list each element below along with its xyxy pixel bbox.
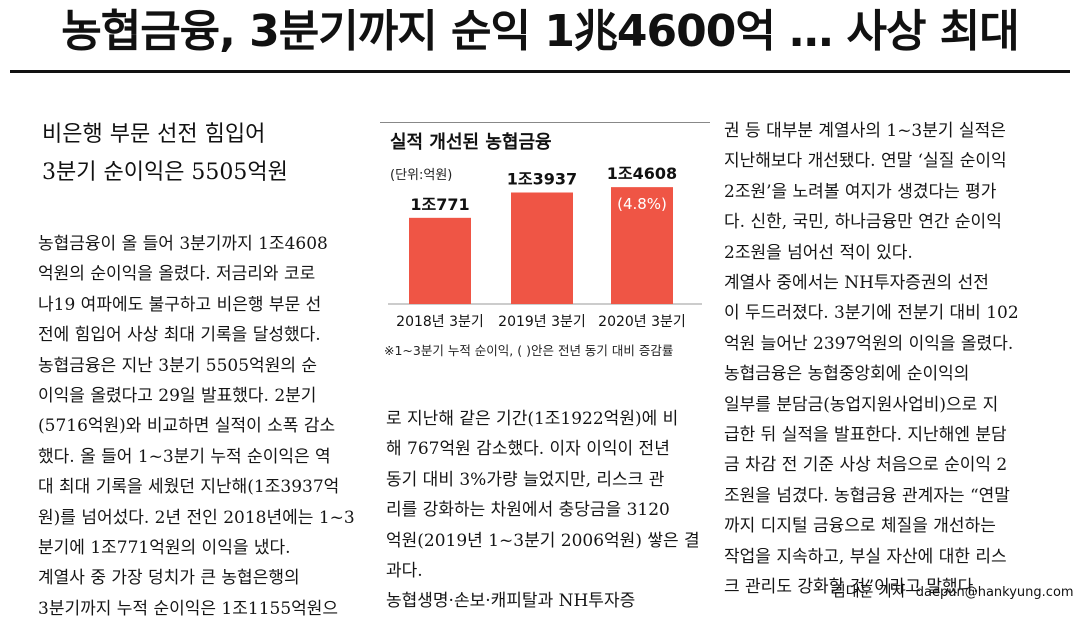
article-line: 농협금융이 올 들어 3분기까지 1조4608 xyxy=(38,234,328,254)
subheadline-line: 3분기 순이익은 5505억원 xyxy=(42,160,288,185)
chart-value-label: 1조4608 xyxy=(607,164,677,183)
article-line: 농협금융은 농협중앙회에 순이익의 xyxy=(724,364,970,385)
bar-chart: 실적 개선된 농협금융 (단위:억원) 1조771 2018년 3분기 1조3937… xyxy=(380,122,710,362)
article-line: 조원을 넘겼다. 농협금융 관계자는 “연말 xyxy=(724,485,1010,506)
article-line: 로 지난해 같은 기간(1조1922억원)에 비 xyxy=(386,409,679,429)
headline: 농협금융, 3분기까지 순익 1兆4600억 … 사상 최대 xyxy=(61,6,1020,57)
article-line: 이익을 올렸다고 29일 발표했다. 2분기 xyxy=(38,386,317,407)
chart-annotation: (4.8%) xyxy=(617,195,667,213)
article-line: 과다. xyxy=(386,561,423,582)
reporter-email[interactable]: daepun@hankyung.com xyxy=(915,585,1074,600)
byline: 김대훈 기자 daepun@hankyung.com xyxy=(832,580,1074,601)
chart-value-label: 1조771 xyxy=(410,195,469,214)
article-line: 계열사 중에서는 NH투자증권의 선전 xyxy=(724,273,989,294)
chart-category-label: 2019년 3분기 xyxy=(498,314,586,330)
chart-bar xyxy=(611,187,673,304)
article-line: 이 두드러졌다. 3분기에 전분기 대비 102 xyxy=(724,303,1019,324)
article-line: 농협금융은 지난 3분기 5505억원의 순 xyxy=(38,355,318,376)
article-line: 크 관리도 강화할 것”이라고 말했다. xyxy=(724,577,979,598)
chart-value-label: 1조3937 xyxy=(507,170,577,189)
article-line: 까지 디지털 금융으로 체질을 개선하는 xyxy=(724,516,996,537)
article-line: 동기 대비 3%가량 늘었지만, 리스크 관 xyxy=(386,469,665,490)
article-line: 금 차감 전 기준 사상 처음으로 순이익 2 xyxy=(724,455,1008,476)
subheadline-line: 비은행 부문 선전 힘입어 xyxy=(42,122,266,147)
article-line: 급한 뒤 실적을 발표한다. 지난해엔 분담 xyxy=(724,425,1007,446)
article-line: (5716억원)와 비교하면 실적이 소폭 감소 xyxy=(38,416,336,437)
article-column-1: 농협금융이 올 들어 3분기까지 1조4608 억원의 순이익을 올렸다. 저금리… xyxy=(38,229,358,624)
article-line: 지난해보다 개선됐다. 연말 ‘실질 순이익 xyxy=(724,151,1007,172)
chart-top-border xyxy=(380,122,710,123)
article-line: 억원 늘어난 2397억원의 이익을 올렸다. xyxy=(724,333,1014,354)
chart-title: 실적 개선된 농협금융 xyxy=(390,132,552,153)
subheadline: 비은행 부문 선전 힘입어 3분기 순이익은 5505억원 xyxy=(42,116,342,192)
chart-unit-label: (단위:억원) xyxy=(390,168,453,183)
article-line: 해 767억원 감소했다. 이자 이익이 전년 xyxy=(386,439,670,460)
article-line: 다. 신한, 국민, 하나금융만 연간 순이익 xyxy=(724,212,1002,233)
chart-plot: 1조771 2018년 3분기 1조3937 2019년 3분기 1조4608 2020년… xyxy=(388,164,702,330)
article-line: 리를 강화하는 차원에서 충당금을 3120 xyxy=(386,500,670,521)
reporter-name: 김대훈 기자 xyxy=(832,582,906,600)
article-line: 작업을 지속하고, 부실 자산에 대한 리스 xyxy=(724,546,1007,567)
chart-category-label: 2018년 3분기 xyxy=(396,314,484,330)
chart-bar xyxy=(511,192,573,304)
article-line: 대 최대 기록을 세웠던 지난해(1조3937억 xyxy=(38,477,340,498)
article-line: 계열사 중 가장 덩치가 큰 농협은행의 xyxy=(38,568,300,589)
chart-note: ※1~3분기 누적 순이익, ( )안은 전년 동기 대비 증감률 xyxy=(384,343,674,358)
article-line: 분기에 1조771억원의 이익을 냈다. xyxy=(38,538,291,559)
article-line: 원)를 넘어섰다. 2년 전인 2018년에는 1~3 xyxy=(38,507,355,528)
article-line: 3분기까지 누적 순이익은 1조1155억원으 xyxy=(38,598,339,619)
article-line: 일부를 분담금(농업지원사업비)으로 지 xyxy=(724,394,999,415)
article-line: 권 등 대부분 계열사의 1~3분기 실적은 xyxy=(724,121,1006,141)
article-line: 억원의 순이익을 올렸다. 저금리와 코로 xyxy=(38,264,316,285)
article-line: 농협생명·손보·캐피탈과 NH투자증 xyxy=(386,591,636,612)
headline-rule xyxy=(10,70,1070,73)
article-line: 했다. 올 들어 1~3분기 누적 순이익은 역 xyxy=(38,446,331,467)
article-line: 전에 힘입어 사상 최대 기록을 달성했다. xyxy=(38,325,321,346)
article-line: 억원(2019년 1~3분기 2006억원) 쌓은 결 xyxy=(386,530,700,551)
article-line: 2조원을 넘어선 적이 있다. xyxy=(724,242,913,263)
article-line: 나19 여파에도 불구하고 비은행 부문 선 xyxy=(38,294,322,315)
chart-category-label: 2020년 3분기 xyxy=(598,314,686,330)
chart-bar xyxy=(409,217,471,304)
article-line: 2조원’을 노려볼 여지가 생겼다는 평가 xyxy=(724,181,997,202)
